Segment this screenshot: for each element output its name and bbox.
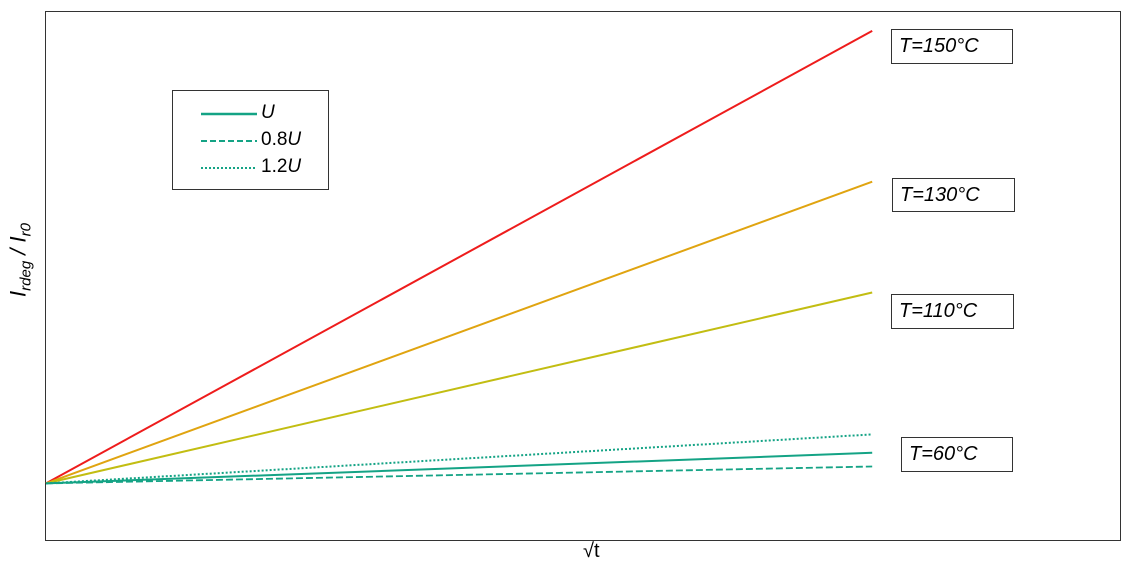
plot-area-frame	[45, 11, 1121, 541]
annotation-t130: T=130°C	[892, 178, 1015, 212]
series-line-t60-dotted	[45, 433, 873, 485]
series-layer	[45, 30, 873, 485]
legend-label-1-2u: 1.2U	[261, 156, 302, 177]
annotation-t150: T=150°C	[891, 29, 1013, 64]
legend-label-u: U	[261, 102, 275, 123]
legend: U 0.8U 1.2U	[172, 90, 329, 190]
series-line-t150-solid	[45, 30, 873, 485]
series-line-t130-solid	[45, 180, 873, 485]
series-line-t60-solid	[45, 451, 873, 485]
legend-item-u: U	[201, 101, 326, 125]
legend-swatch-dashed	[201, 140, 257, 142]
annotation-t60: T=60°C	[901, 437, 1013, 472]
legend-label-0-8u: 0.8U	[261, 129, 302, 150]
legend-swatch-solid	[201, 112, 257, 116]
series-line-t110-solid	[45, 291, 873, 485]
y-axis-title: Irdeg / Ir0	[5, 223, 35, 297]
legend-item-1-2u: 1.2U	[201, 155, 326, 179]
legend-swatch-dotted	[201, 167, 257, 169]
annotation-t110: T=110°C	[891, 294, 1014, 329]
series-line-t60-dashed	[45, 465, 873, 485]
x-axis-title: √t	[583, 540, 600, 562]
legend-item-0-8u: 0.8U	[201, 128, 326, 152]
